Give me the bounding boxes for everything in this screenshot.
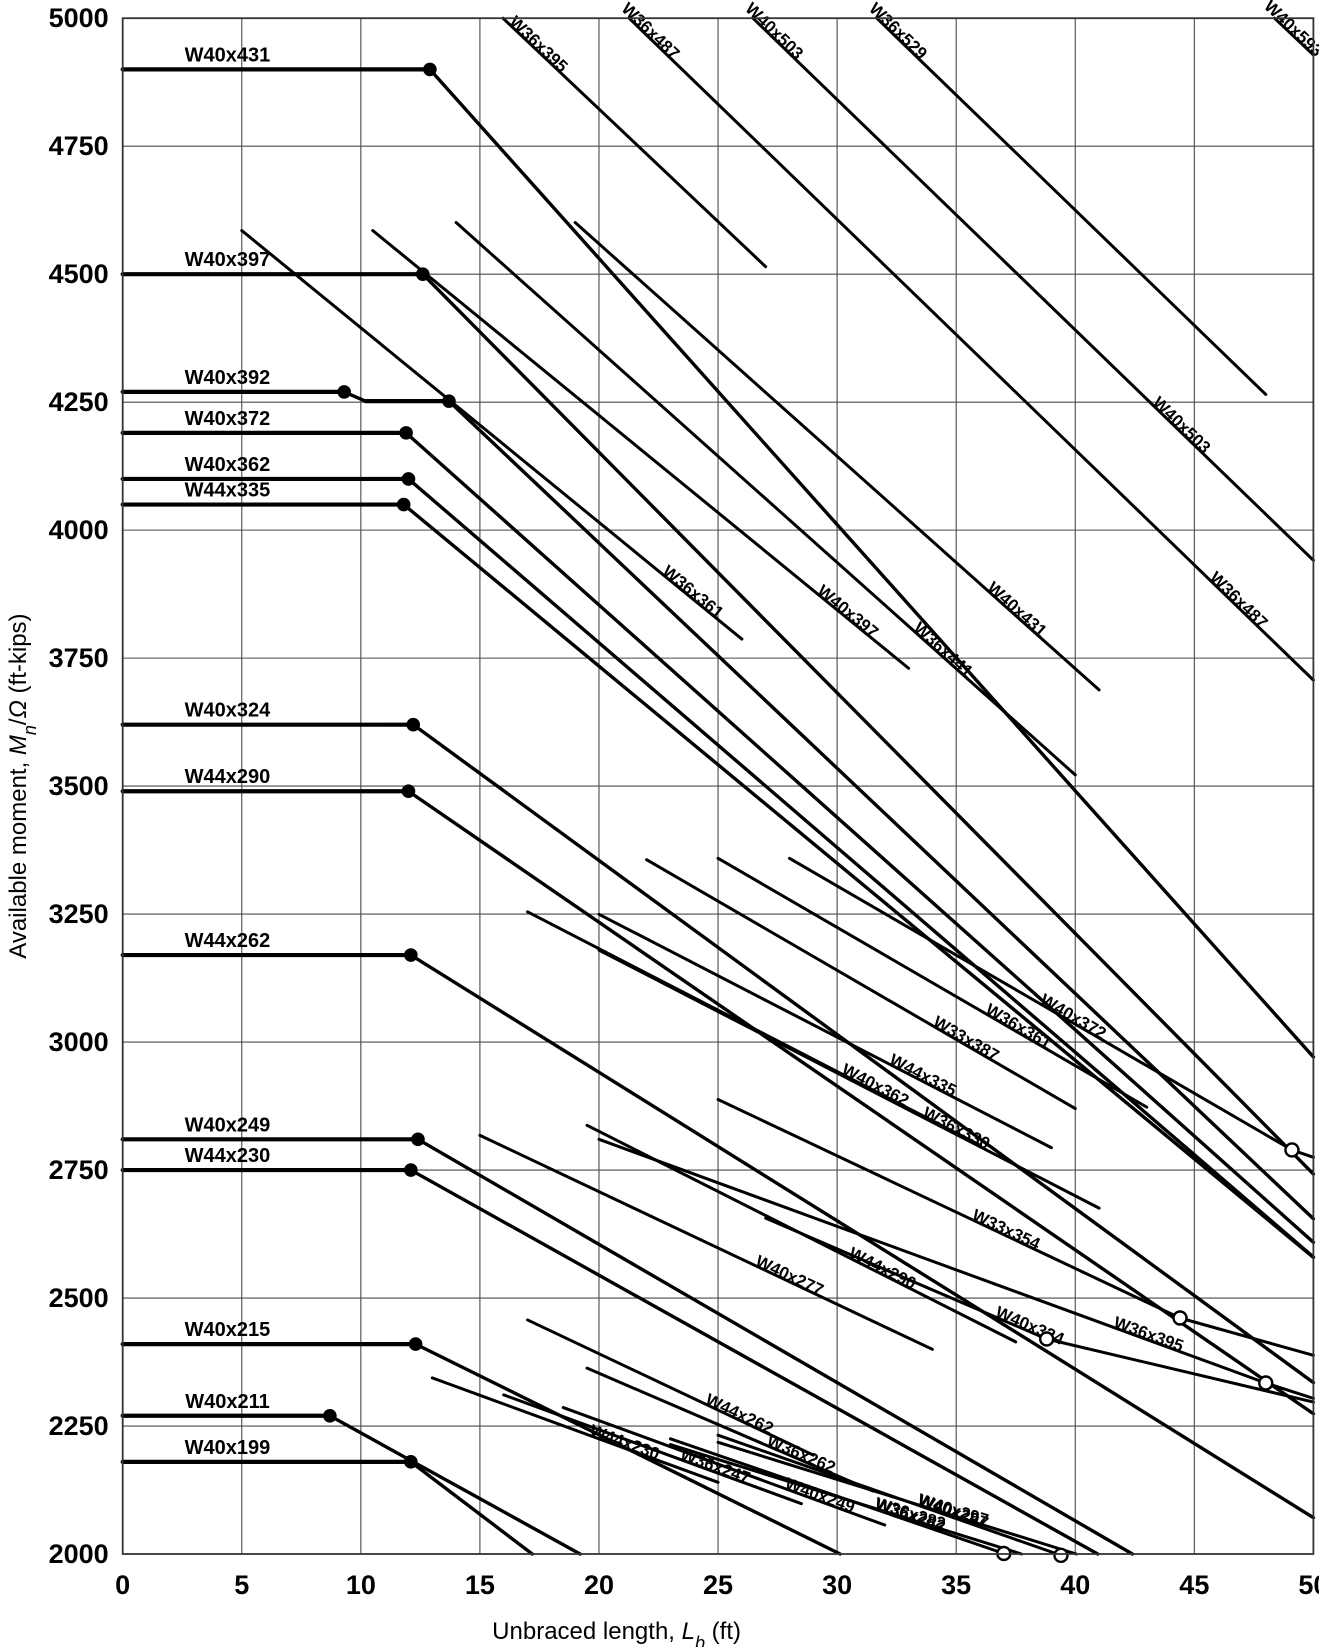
svg-text:4000: 4000 (49, 515, 109, 545)
svg-text:0: 0 (115, 1570, 130, 1600)
svg-text:W40x431: W40x431 (185, 44, 271, 66)
svg-text:W40x392: W40x392 (185, 367, 271, 389)
svg-text:40: 40 (1060, 1570, 1090, 1600)
svg-text:5000: 5000 (49, 3, 109, 33)
svg-text:W40x397: W40x397 (185, 249, 271, 271)
svg-text:W44x290: W44x290 (185, 766, 271, 788)
svg-text:3750: 3750 (49, 643, 109, 673)
svg-text:3500: 3500 (49, 771, 109, 801)
svg-text:2250: 2250 (49, 1411, 109, 1441)
svg-text:10: 10 (346, 1570, 376, 1600)
svg-text:W40x372: W40x372 (185, 408, 271, 430)
svg-text:3250: 3250 (49, 899, 109, 929)
svg-text:45: 45 (1179, 1570, 1209, 1600)
svg-text:W40x215: W40x215 (185, 1319, 271, 1341)
svg-text:25: 25 (703, 1570, 733, 1600)
svg-text:5: 5 (234, 1570, 249, 1600)
svg-text:3000: 3000 (49, 1027, 109, 1057)
svg-text:W40x199: W40x199 (185, 1437, 271, 1459)
svg-text:4750: 4750 (49, 131, 109, 161)
svg-text:W44x230: W44x230 (185, 1145, 271, 1167)
svg-text:20: 20 (584, 1570, 614, 1600)
svg-text:W44x335: W44x335 (185, 480, 271, 502)
svg-text:W40x362: W40x362 (185, 454, 271, 476)
svg-text:W40x324: W40x324 (185, 700, 271, 722)
svg-text:W40x211: W40x211 (185, 1391, 270, 1413)
svg-text:W44x262: W44x262 (185, 930, 271, 952)
svg-text:2500: 2500 (49, 1283, 109, 1313)
svg-text:4500: 4500 (49, 259, 109, 289)
svg-text:30: 30 (822, 1570, 852, 1600)
svg-text:2000: 2000 (49, 1539, 109, 1569)
svg-text:W40x249: W40x249 (185, 1114, 271, 1136)
svg-text:50: 50 (1298, 1570, 1319, 1600)
svg-text:2750: 2750 (49, 1155, 109, 1185)
svg-text:4250: 4250 (49, 387, 109, 417)
svg-text:15: 15 (465, 1570, 495, 1600)
svg-text:35: 35 (941, 1570, 971, 1600)
